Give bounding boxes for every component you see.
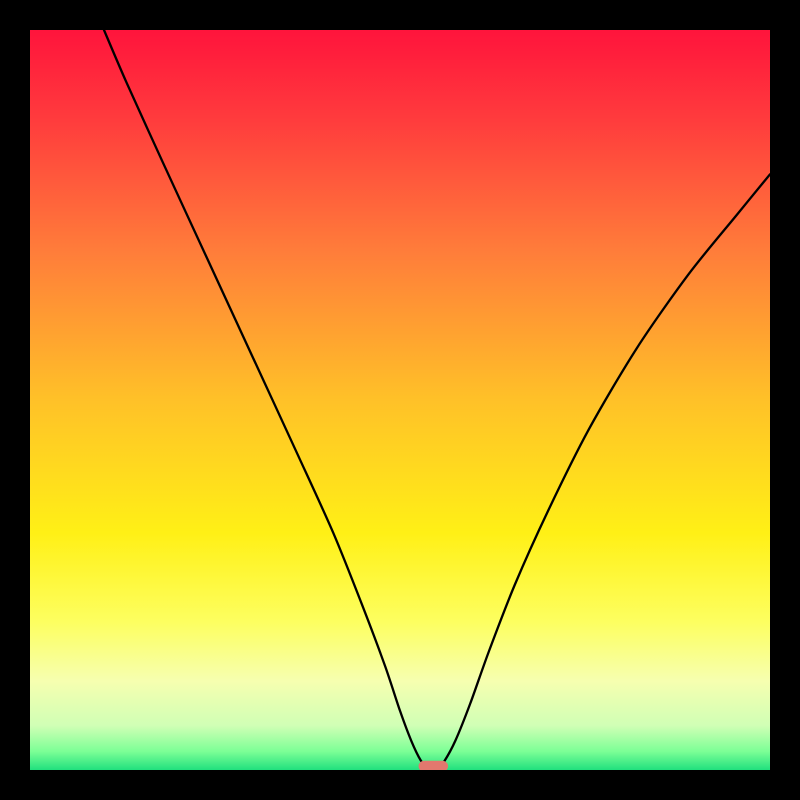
bottleneck-chart xyxy=(30,30,770,770)
plot-area xyxy=(30,30,770,770)
gradient-background xyxy=(30,30,770,770)
frame-right xyxy=(770,0,800,800)
frame-top xyxy=(0,0,800,30)
optimum-marker xyxy=(419,761,449,770)
frame-bottom xyxy=(0,770,800,800)
frame-left xyxy=(0,0,30,800)
